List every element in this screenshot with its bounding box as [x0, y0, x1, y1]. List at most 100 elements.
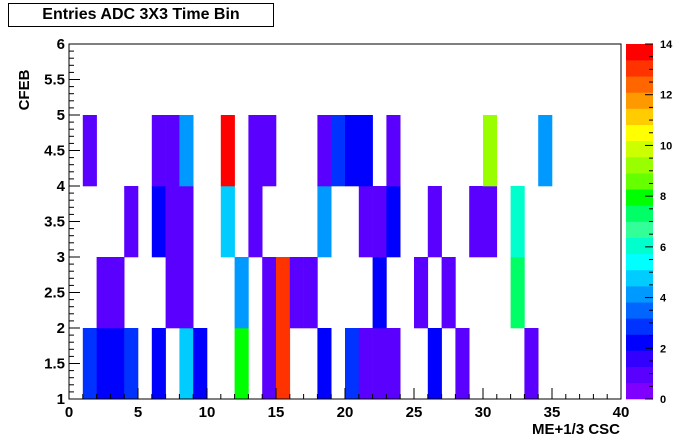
y-axis-ticks: 1 1.5 2 2.5 3 3.5 4 4.5 5 5.5 6 — [44, 36, 80, 408]
heatmap-cell — [96, 257, 111, 329]
heatmap-cell — [262, 257, 277, 329]
z-tick-label: 6 — [660, 242, 666, 254]
z-tick-label: 14 — [660, 39, 673, 51]
color-scale-swatch — [626, 382, 653, 400]
heatmap-cell — [165, 115, 180, 187]
heatmap-cell — [124, 328, 139, 400]
z-tick-label: 12 — [660, 90, 672, 102]
heatmap-cell — [179, 257, 194, 329]
color-scale-swatch — [626, 108, 653, 125]
heatmap-cell — [386, 115, 401, 187]
heatmap-cell — [110, 328, 125, 400]
x-tick-label: 10 — [199, 404, 216, 421]
y-tick-label: 3 — [57, 249, 65, 266]
heatmap-cell — [358, 115, 373, 187]
heatmap-cell — [538, 115, 553, 187]
heatmap-cell — [165, 257, 180, 329]
heatmap-cell — [82, 328, 97, 400]
heatmap-cell — [469, 186, 484, 258]
heatmap-cell — [372, 186, 387, 258]
heatmap-cell — [441, 257, 456, 329]
heatmap-cell — [358, 186, 373, 258]
heatmap-cell — [331, 115, 346, 187]
heatmap-cell — [262, 328, 277, 400]
x-axis-ticks: 0 5 10 15 20 25 30 35 40 — [65, 388, 629, 421]
color-scale-swatch — [626, 44, 653, 61]
heatmap-cell — [455, 328, 470, 400]
y-tick-label: 1 — [57, 391, 65, 408]
y-tick-label: 5.5 — [44, 72, 65, 89]
heatmap-cell — [276, 257, 291, 329]
heatmap-cell — [510, 257, 525, 329]
y-tick-label: 1.5 — [44, 356, 65, 373]
heatmap-cell — [524, 328, 539, 400]
y-tick-label: 4.5 — [44, 143, 65, 160]
heatmap-cell — [248, 186, 263, 258]
color-scale-swatch — [626, 60, 653, 77]
z-tick-label: 2 — [660, 343, 666, 355]
x-tick-label: 0 — [65, 404, 73, 421]
x-tick-label: 5 — [134, 404, 142, 421]
heatmap-cell — [317, 328, 332, 400]
color-scale-swatch — [626, 221, 653, 238]
heatmap-cell — [372, 328, 387, 400]
y-tick-label: 2.5 — [44, 285, 65, 302]
color-scale-swatch — [626, 318, 653, 335]
heatmap-cell — [317, 186, 332, 258]
heatmap-cells — [82, 115, 553, 400]
chart-title: Entries ADC 3X3 Time Bin — [8, 3, 274, 27]
color-scale-swatch — [626, 124, 653, 142]
heatmap-cell — [427, 328, 442, 400]
heatmap-cell — [110, 257, 125, 329]
heatmap-cell — [234, 328, 249, 400]
color-scale-swatch — [626, 302, 653, 319]
color-scale-swatch — [626, 366, 653, 384]
z-tick-label: 8 — [660, 191, 666, 203]
heatmap-cell — [248, 115, 263, 187]
heatmap-cell — [483, 186, 498, 258]
x-tick-label: 25 — [406, 404, 423, 421]
heatmap-cell — [317, 115, 332, 187]
heatmap-cell — [386, 328, 401, 400]
y-tick-label: 6 — [57, 36, 65, 53]
color-scale-swatch — [626, 92, 653, 109]
heatmap-cell — [151, 328, 166, 400]
color-scale-swatch — [626, 253, 653, 271]
heatmap-cell — [179, 328, 194, 400]
z-tick-label: 0 — [660, 394, 666, 406]
heatmap-cell — [345, 328, 360, 400]
y-axis-label: CFEB — [16, 69, 33, 110]
heatmap-cell — [124, 186, 139, 258]
heatmap-cell — [303, 257, 318, 329]
color-scale-swatch — [626, 189, 653, 206]
heatmap-cell — [358, 328, 373, 400]
z-tick-label: 4 — [660, 293, 667, 305]
heatmap-cell — [262, 115, 277, 187]
y-tick-label: 4 — [57, 178, 66, 195]
heatmap-cell — [414, 257, 429, 329]
heatmap-cell — [372, 257, 387, 329]
heatmap-cell — [345, 115, 360, 187]
heatmap-cell — [427, 186, 442, 258]
y-tick-label: 2 — [57, 320, 65, 337]
x-tick-label: 30 — [475, 404, 492, 421]
color-scale-swatch — [626, 350, 653, 368]
color-scale-swatch — [626, 237, 653, 255]
heatmap-cell — [151, 115, 166, 187]
heatmap-cell — [510, 186, 525, 258]
heatmap-cell — [220, 186, 235, 258]
y-tick-label: 5 — [57, 107, 65, 124]
heatmap-cell — [289, 257, 304, 329]
heatmap-cell — [165, 186, 180, 258]
color-scale-swatch — [626, 334, 653, 351]
heatmap-cell — [179, 115, 194, 187]
color-scale-swatch — [626, 173, 653, 190]
color-scale-swatch — [626, 140, 653, 158]
heatmap-cell — [96, 328, 111, 400]
color-scale-ticks: 0 2 4 6 8 10 12 14 — [645, 39, 673, 406]
color-scale-swatch — [626, 269, 653, 287]
color-scale — [626, 44, 653, 400]
color-scale-swatch — [626, 205, 653, 222]
x-tick-label: 35 — [544, 404, 561, 421]
